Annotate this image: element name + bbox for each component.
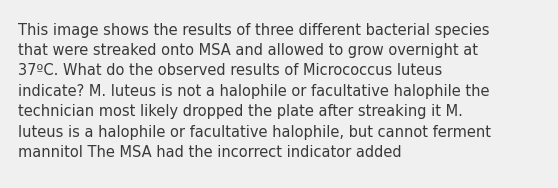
Text: This image shows the results of three different bacterial species
that were stre: This image shows the results of three di…: [18, 23, 491, 160]
